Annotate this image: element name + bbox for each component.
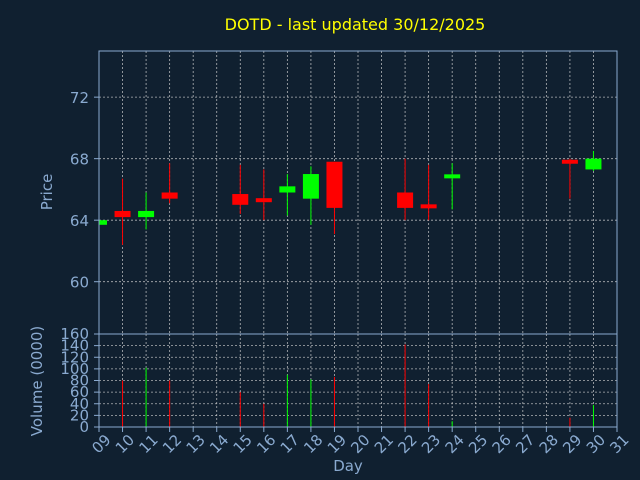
candle-body — [302, 174, 319, 199]
candle-body — [397, 192, 414, 208]
volume-tick-label: 60 — [70, 383, 89, 401]
candle — [138, 192, 155, 230]
x-tick-label: 28 — [536, 431, 562, 457]
x-tick-label: 20 — [347, 431, 373, 457]
candle-body — [114, 210, 131, 218]
volume-tick-label: 20 — [70, 406, 89, 424]
price-tick-label: 68 — [70, 151, 89, 169]
candle-body — [585, 158, 602, 170]
x-tick-label: 26 — [489, 431, 515, 457]
x-tick-label: 09 — [88, 431, 114, 457]
candle-body — [232, 194, 249, 205]
candle-body — [138, 210, 155, 218]
candle-body — [161, 192, 178, 199]
x-tick-label: 15 — [230, 431, 256, 457]
x-tick-label: 14 — [206, 431, 232, 457]
x-tick-label: 16 — [253, 431, 279, 457]
x-tick-label: 27 — [512, 431, 538, 457]
x-tick-label: 13 — [183, 431, 209, 457]
x-axis-label: Day — [333, 457, 363, 475]
x-tick-label: 30 — [583, 431, 609, 457]
volume-tick-label: 80 — [70, 372, 89, 390]
x-tick-label: 21 — [371, 431, 397, 457]
x-tick-label: 17 — [277, 431, 303, 457]
x-tick-label: 29 — [559, 431, 585, 457]
volume-axis-label: Volume (0000) — [28, 326, 46, 436]
volume-tick-label: 100 — [60, 360, 89, 378]
chart-title: DOTD - last updated 30/12/2025 — [225, 15, 486, 34]
volume-grid — [99, 333, 617, 428]
x-tick-label: 12 — [159, 431, 185, 457]
candle — [561, 158, 578, 199]
price-tick-label: 72 — [70, 89, 89, 107]
x-tick-label: 10 — [112, 431, 138, 457]
x-tick-label: 18 — [300, 431, 326, 457]
x-tick-label: 19 — [324, 431, 350, 457]
candle-body — [279, 186, 296, 193]
volume-tick-label: 40 — [70, 395, 89, 413]
x-tick-label: 31 — [606, 431, 632, 457]
x-tick-label: 22 — [394, 431, 420, 457]
volume-tick-label: 140 — [60, 337, 89, 355]
price-tick-label: 60 — [70, 274, 89, 292]
x-tick-label: 11 — [135, 431, 161, 457]
candle — [232, 164, 249, 215]
candle — [585, 150, 602, 171]
candle — [161, 163, 178, 204]
candle — [98, 220, 107, 227]
candle — [302, 166, 319, 225]
x-tick-label: 24 — [442, 431, 468, 457]
price-tick-label: 64 — [70, 212, 89, 230]
volume-tick-label: 160 — [60, 325, 89, 343]
volume-bars — [122, 344, 594, 427]
x-axis: 0910111213141516171819202122232425262728… — [88, 427, 633, 457]
candle-body — [420, 204, 437, 209]
volume-tick-label: 0 — [79, 418, 89, 436]
volume-tick-label: 120 — [60, 348, 89, 366]
price-axis-label: Price — [38, 174, 56, 211]
candle-body — [326, 161, 343, 208]
candle — [444, 163, 461, 210]
candle — [114, 178, 131, 245]
candle — [279, 174, 296, 216]
candle-body — [255, 198, 272, 203]
x-tick-label: 25 — [465, 431, 491, 457]
candle-body — [444, 174, 461, 179]
candle — [326, 161, 343, 235]
candle-body — [99, 220, 107, 225]
candle-body — [561, 159, 578, 164]
candle — [397, 158, 414, 221]
price-axis: 60 64 68 72 — [70, 50, 618, 335]
x-tick-label: 23 — [418, 431, 444, 457]
candle — [420, 164, 437, 221]
price-candles — [98, 150, 602, 245]
candle — [255, 169, 272, 221]
